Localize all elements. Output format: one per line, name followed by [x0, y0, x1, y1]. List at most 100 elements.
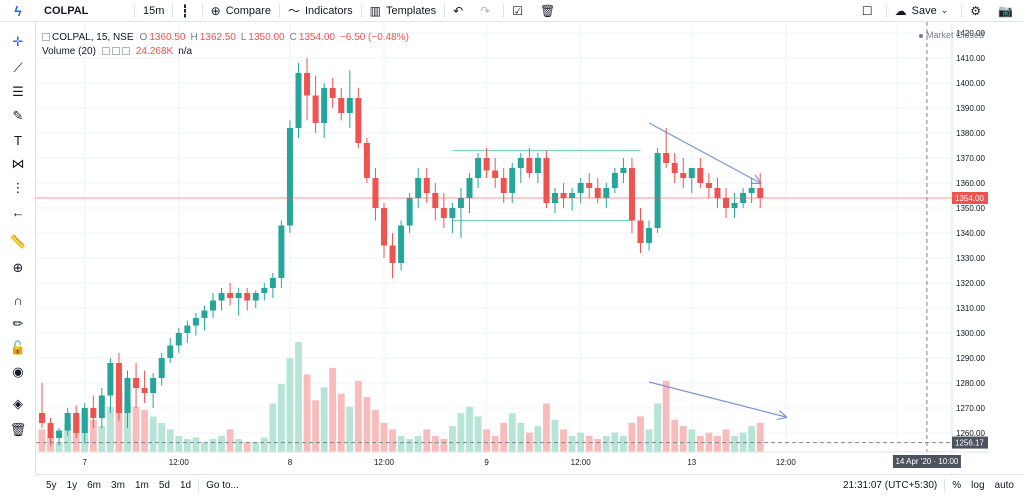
candle-body [175, 333, 182, 346]
auto-scale-button[interactable]: auto [994, 480, 1014, 491]
delete-button[interactable]: 🗑 [534, 0, 566, 22]
volume-bar [149, 416, 157, 452]
range-5d-button[interactable]: 5d [158, 480, 170, 491]
candle-body [757, 188, 764, 198]
range-1y-button[interactable]: 1y [66, 480, 78, 491]
volume-bar [303, 374, 311, 452]
interval-button[interactable]: 15m [143, 4, 165, 17]
volume-bar [491, 435, 499, 452]
lock-drawing-icon[interactable]: ✏ [12, 316, 24, 331]
close-value: 1354.00 [298, 31, 335, 43]
candle [611, 168, 618, 193]
arrow-left-icon[interactable]: ← [11, 204, 25, 220]
indicators-button[interactable]: 〜 Indicators [282, 0, 359, 22]
alert-button[interactable]: ☑ [506, 0, 534, 22]
volume-bar [577, 432, 585, 452]
trend-line-icon[interactable]: ⟋ [13, 60, 23, 75]
drawing-toolbar: ✛ ⟋ ☰ ✎ T ⋈ ⋮ ← 📏 ⊕ ∩ ✏ 🔓 ◉ ◈ 🗑 [0, 22, 36, 474]
redo-button[interactable]: ↷ [474, 0, 501, 22]
range-1d-button[interactable]: 1d [179, 480, 192, 491]
time-tick-label: 7 [83, 458, 88, 467]
layers-icon[interactable]: ◈ [13, 396, 23, 411]
range-6m-button[interactable]: 6m [87, 480, 102, 491]
candle [47, 418, 54, 446]
candle [586, 173, 593, 198]
time-tick-label: 12:00 [169, 458, 190, 467]
price-chart[interactable]: 1420.00 1410.00 1400.00 1390.00 1380.00 1370.… [36, 22, 988, 474]
candle-body [158, 358, 165, 378]
snapshot-button[interactable]: 📷 [992, 0, 1024, 22]
symbol-description: COLPAL, 15, NSE [52, 31, 134, 43]
candle-body [210, 300, 216, 311]
candle-body [543, 158, 550, 203]
volume-label[interactable]: Volume (20) [42, 45, 96, 57]
clock-readout[interactable]: 21:31:07 (UTC+5:30) [843, 480, 938, 491]
volume-legend-row: Volume (20) 24.268K n/a [42, 44, 414, 58]
candle-body [389, 245, 396, 263]
crosshair-time-label: 14 Apr '20 · 10:00 [895, 457, 958, 466]
candle-body [81, 408, 88, 433]
toolbar-divider [444, 3, 446, 18]
range-5y-button[interactable]: 5y [46, 480, 57, 491]
candle [235, 288, 242, 316]
candle-body [227, 293, 234, 298]
log-scale-button[interactable]: log [971, 480, 985, 491]
percent-scale-button[interactable]: % [952, 480, 962, 491]
eye-icon[interactable] [101, 47, 110, 55]
volume-bar [756, 422, 764, 452]
undo-button[interactable]: ↶ [447, 0, 474, 22]
time-tick-label: 12:00 [571, 458, 592, 467]
candle [64, 408, 71, 436]
close-icon[interactable] [121, 47, 130, 55]
candle-body [252, 293, 259, 301]
range-1m-button[interactable]: 1m [134, 480, 149, 491]
lightning-icon[interactable]: ϟ [14, 2, 22, 19]
price-tick-label: 1320.00 [956, 279, 985, 288]
chart-pane[interactable]: 1420.00 1410.00 1400.00 1390.00 1380.00 1370.… [36, 22, 988, 474]
crosshair-icon[interactable]: ✛ [12, 34, 24, 49]
candle [150, 373, 157, 408]
candle [381, 203, 387, 258]
candle [73, 405, 80, 438]
volume-bar [671, 419, 679, 452]
templates-button[interactable]: ▥ Templates [364, 0, 442, 22]
ruler-icon[interactable]: 📏 [9, 234, 27, 249]
chart-type-button[interactable]: ┇ [175, 0, 199, 22]
measure-range-icon[interactable]: ⋮ [11, 180, 25, 195]
candle-body [586, 183, 593, 188]
status-dot-icon [918, 33, 923, 38]
volume-bar [354, 380, 362, 452]
magnet-icon[interactable]: ∩ [13, 292, 23, 308]
candle-body [457, 198, 464, 208]
pattern-tool-icon[interactable]: ⋈ [11, 156, 25, 171]
zoom-in-icon[interactable]: ⊕ [12, 260, 24, 275]
candle [680, 158, 687, 188]
range-3m-button[interactable]: 3m [111, 480, 125, 491]
brush-icon[interactable]: ✎ [12, 108, 24, 123]
volume-bar [483, 429, 491, 452]
eye-icon[interactable]: ◉ [12, 364, 24, 379]
candle [252, 290, 259, 308]
trash-icon[interactable]: 🗑 [9, 422, 27, 437]
fullscreen-button[interactable]: ☐ [856, 0, 884, 22]
candle-body [372, 178, 379, 208]
collapse-icon[interactable] [42, 33, 50, 41]
text-tool-icon[interactable]: T [14, 132, 22, 148]
save-button[interactable]: ☁ Save ⌄ [889, 0, 960, 22]
candle [338, 88, 345, 121]
gear-icon[interactable] [111, 47, 120, 55]
price-tick-label: 1310.00 [956, 304, 985, 313]
settings-button[interactable]: ⚙ [964, 0, 992, 22]
symbol-search-button[interactable]: COLPAL [44, 4, 89, 17]
candle-body [278, 225, 285, 278]
fib-tool-icon[interactable]: ☰ [12, 84, 24, 99]
volume-bar [517, 422, 525, 452]
compare-button[interactable]: ⊕ Compare [205, 0, 277, 22]
time-tick-label: 8 [288, 458, 293, 467]
candle [261, 283, 268, 301]
indicators-icon: 〜 [287, 3, 300, 18]
candle-body [475, 158, 482, 178]
goto-date-button[interactable]: Go to... [206, 480, 239, 491]
lock-icon[interactable]: 🔓 [9, 340, 27, 355]
candle [346, 70, 353, 128]
